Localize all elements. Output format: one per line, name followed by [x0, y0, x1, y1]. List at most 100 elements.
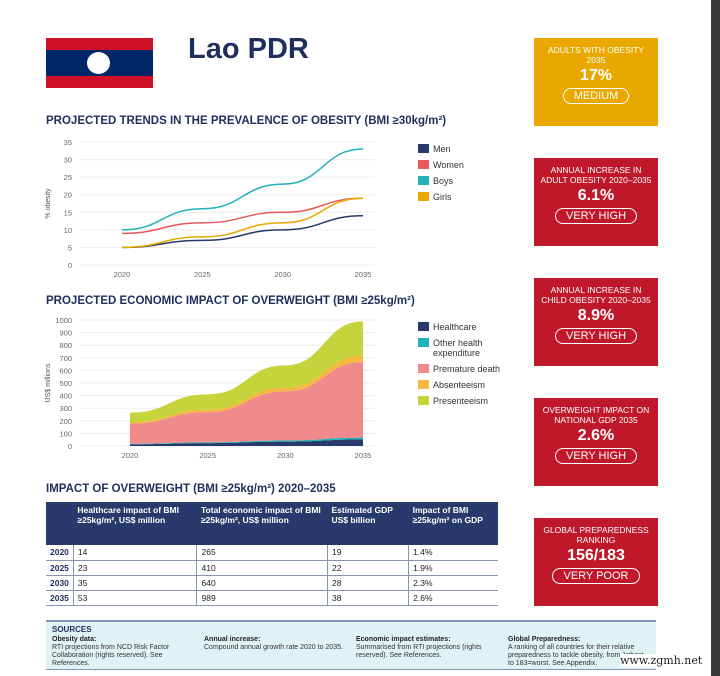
source-text: Compound annual growth rate 2020 to 2035… — [204, 644, 343, 651]
y-axis-label: % obesity — [45, 188, 52, 219]
y-tick-label: 800 — [59, 341, 72, 350]
x-tick-label: 2030 — [274, 270, 291, 279]
indicator-label: OVERWEIGHT IMPACT ON NATIONAL GDP 2035 — [542, 405, 650, 425]
table-header: Estimated GDP US$ billion — [327, 502, 409, 545]
x-tick-label: 2020 — [122, 451, 139, 460]
table-header — [46, 502, 74, 545]
legend-label: Girls — [433, 192, 452, 202]
table-cell: 19 — [326, 545, 409, 561]
y-tick-label: 400 — [59, 392, 72, 401]
legend-label: Healthcare — [433, 322, 477, 332]
table-cell: 410 — [196, 560, 328, 576]
source-item: Obesity data: RTI projections from NCD Ri… — [52, 636, 192, 668]
legend-swatch — [418, 338, 429, 347]
indicator-rating: VERY HIGH — [554, 328, 638, 344]
series-line-boys — [121, 148, 364, 231]
y-tick-label: 5 — [68, 243, 72, 252]
indicator-value: 2.6% — [577, 427, 615, 444]
table-header: Healthcare impact of BMI ≥25kg/m², US$ m… — [73, 502, 197, 545]
y-tick-label: 300 — [59, 404, 72, 413]
legend-label: Women — [433, 160, 464, 170]
legend-swatch — [418, 396, 429, 405]
series-line-women — [121, 197, 364, 235]
series-area-healthcare — [130, 439, 363, 446]
table-cell: 2025 — [46, 560, 74, 576]
table-cell: 2.3% — [408, 575, 498, 591]
indicator-box: OVERWEIGHT IMPACT ON NATIONAL GDP 2035 2… — [534, 398, 658, 486]
section-heading-impact: IMPACT OF OVERWEIGHT (BMI ≥25kg/m²) 2020… — [46, 483, 336, 495]
y-axis-label: US$ millions — [45, 363, 52, 402]
indicator-box: ANNUAL INCREASE IN CHILD OBESITY 2020–20… — [534, 278, 658, 366]
source-text: A ranking of all countries for their rel… — [508, 644, 644, 667]
source-head: Annual increase: — [204, 636, 261, 643]
y-tick-label: 35 — [64, 138, 72, 147]
source-item: Economic impact estimates: Summarised fro… — [356, 636, 496, 668]
x-tick-label: 2035 — [355, 270, 372, 279]
y-tick-label: 0 — [68, 442, 72, 451]
sources-panel: SOURCES Obesity data: RTI projections fro… — [46, 620, 656, 670]
legend-label: Other health expenditure — [433, 338, 483, 358]
legend-swatch — [418, 144, 429, 153]
legend-item: Presenteeism — [418, 396, 503, 406]
y-tick-label: 100 — [59, 429, 72, 438]
legend-item: Premature death — [418, 364, 503, 374]
y-tick-label: 700 — [59, 354, 72, 363]
legend-item: Other health expenditure — [418, 338, 503, 358]
series-line-men — [121, 215, 364, 249]
source-text: RTI projections from NCD Risk Factor Col… — [52, 644, 170, 667]
table-cell: 2035 — [46, 590, 74, 606]
table-cell: 1.4% — [408, 545, 498, 561]
y-tick-label: 15 — [64, 208, 72, 217]
indicator-value: 6.1% — [577, 187, 615, 204]
indicator-value: 17% — [579, 67, 613, 84]
y-tick-label: 0 — [68, 261, 72, 270]
source-item: Annual increase: Compound annual growth r… — [204, 636, 344, 668]
indicator-box: GLOBAL PREPAREDNESS RANKING 156/183 VERY… — [534, 518, 658, 606]
legend-economic: Healthcare Other health expenditure Premat… — [418, 322, 503, 412]
table-cell: 38 — [326, 590, 409, 606]
series-area-premature-death — [130, 362, 363, 444]
table-row: 2030 35 640 28 2.3% — [46, 575, 498, 591]
table-cell: 53 — [72, 590, 197, 606]
y-tick-label: 25 — [64, 173, 72, 182]
legend-item: Men — [418, 144, 464, 154]
indicator-value: 8.9% — [577, 307, 615, 324]
indicator-rating: VERY POOR — [552, 568, 640, 584]
indicator-box: ADULTS WITH OBESITY 2035 17% MEDIUM — [534, 38, 658, 126]
legend-swatch — [418, 192, 429, 201]
indicator-label: ADULTS WITH OBESITY 2035 — [547, 45, 645, 65]
table-cell: 23 — [72, 560, 197, 576]
watermark: www.zgmh.net — [620, 654, 703, 667]
y-tick-label: 1000 — [55, 316, 72, 325]
series-area-presenteeism — [130, 321, 363, 423]
y-tick-label: 20 — [64, 191, 72, 200]
y-tick-label: 30 — [64, 156, 72, 165]
legend-obesity: Men Women Boys Girls — [418, 144, 464, 208]
x-tick-label: 2025 — [194, 270, 211, 279]
source-text: Summarised from RTI projections (rights … — [356, 644, 482, 659]
source-head: Economic impact estimates: — [356, 636, 451, 643]
legend-label: Premature death — [433, 364, 501, 374]
window-edge — [711, 0, 720, 676]
section-heading-trends: PROJECTED TRENDS IN THE PREVALENCE OF OB… — [46, 115, 447, 127]
source-item: Global Preparedness: A ranking of all cou… — [508, 636, 648, 668]
table-cell: 22 — [326, 560, 409, 576]
table-header: Impact of BMI ≥25kg/m² on GDP — [408, 502, 498, 545]
legend-item: Women — [418, 160, 464, 170]
table-row: 2025 23 410 22 1.9% — [46, 560, 498, 576]
legend-item: Healthcare — [418, 322, 503, 332]
legend-swatch — [418, 160, 429, 169]
table-cell: 2020 — [46, 545, 74, 561]
section-heading-economic: PROJECTED ECONOMIC IMPACT OF OVERWEIGHT … — [46, 295, 415, 307]
indicator-rating: MEDIUM — [562, 88, 630, 104]
x-tick-label: 2035 — [355, 451, 372, 460]
table-cell: 2.6% — [408, 590, 498, 606]
indicator-rating: VERY HIGH — [554, 208, 638, 224]
table-cell: 28 — [326, 575, 409, 591]
source-head: Global Preparedness: — [508, 636, 581, 643]
y-tick-label: 200 — [59, 417, 72, 426]
table-cell: 1.9% — [408, 560, 498, 576]
legend-swatch — [418, 176, 429, 185]
series-line-girls — [121, 197, 364, 249]
